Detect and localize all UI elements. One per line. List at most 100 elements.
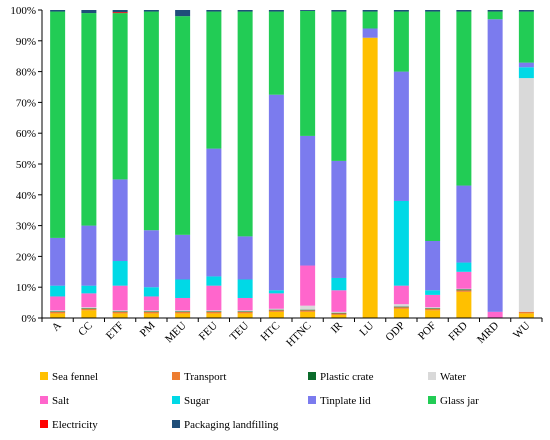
y-tick-label: 0% <box>21 313 36 325</box>
bar-segment-cc-0 <box>81 310 97 318</box>
bar-segment-a-3 <box>50 310 66 312</box>
x-tick-label: MRD <box>475 320 501 346</box>
bar-segment-cc-6 <box>81 225 97 286</box>
legend-swatch <box>428 396 436 404</box>
bar-segment-etf-4 <box>112 285 128 311</box>
bar-segment-pm-1 <box>143 311 159 314</box>
bar-segment-odp-9 <box>393 10 409 12</box>
bar-segment-pof-7 <box>425 11 441 242</box>
bar-segment-pof-9 <box>425 10 441 12</box>
bar-segment-odp-4 <box>393 285 409 305</box>
bar-segment-feu-7 <box>206 11 222 149</box>
bar-segment-meu-7 <box>175 16 191 235</box>
bar-segment-htc-3 <box>268 308 284 310</box>
bar-segment-feu-3 <box>206 310 222 312</box>
legend-swatch <box>308 396 316 404</box>
x-tick-label: HTNC <box>284 320 314 350</box>
legend-label: Transport <box>184 371 226 383</box>
bar-segment-ir-4 <box>331 290 347 312</box>
bar-segment-pm-3 <box>143 310 159 312</box>
bar-segment-frd-4 <box>456 271 472 289</box>
bar-segment-teu-6 <box>237 236 253 280</box>
bar-segment-feu-9 <box>206 10 222 12</box>
bar-segment-meu-3 <box>175 310 191 312</box>
bar-segment-frd-5 <box>456 262 472 272</box>
legend-label: Plastic crate <box>320 371 374 383</box>
bar-segment-meu-1 <box>175 311 191 314</box>
legend-label: Packaging landfilling <box>184 419 279 431</box>
bar-segment-odp-0 <box>393 308 409 318</box>
x-tick-label: LU <box>357 320 376 339</box>
bar-segment-frd-0 <box>456 291 472 318</box>
bar-segment-frd-9 <box>456 10 472 12</box>
y-tick-label: 20% <box>16 251 36 263</box>
legend-swatch <box>172 372 180 380</box>
bar-segment-pm-5 <box>143 287 159 297</box>
bar-segment-cc-4 <box>81 293 97 308</box>
bar-segment-pof-0 <box>425 310 441 318</box>
y-tick-label: 40% <box>16 190 36 202</box>
x-tick-label: A <box>50 320 64 334</box>
y-tick-label: 30% <box>16 221 36 233</box>
bar-segment-feu-4 <box>206 285 222 311</box>
bar-segment-pof-3 <box>425 307 441 309</box>
bar-segment-odp-6 <box>393 71 409 201</box>
bar-segment-wu-6 <box>518 62 534 68</box>
bar-segment-odp-7 <box>393 11 409 72</box>
bar-segment-meu-0 <box>175 313 191 318</box>
legend-swatch <box>40 372 48 380</box>
x-tick-label: PM <box>138 319 158 339</box>
bar-segment-htc-4 <box>268 293 284 309</box>
x-tick-label: WU <box>511 320 532 341</box>
bar-segment-a-5 <box>50 285 66 297</box>
bar-segment-htc-6 <box>268 94 284 291</box>
legend-label: Sugar <box>184 395 210 407</box>
bar-segment-etf-7 <box>112 13 128 180</box>
bar-segment-meu-9 <box>175 10 191 17</box>
bar-segment-ir-2 <box>331 312 347 314</box>
x-tick-label: POF <box>416 320 439 343</box>
bar-segment-pm-6 <box>143 230 159 288</box>
legend-swatch <box>40 420 48 428</box>
legend-label: Glass jar <box>440 395 479 407</box>
bar-segment-feu-5 <box>206 276 222 286</box>
bar-segment-ir-0 <box>331 314 347 318</box>
x-tick-label: HTC <box>258 320 282 344</box>
bar-segment-feu-6 <box>206 148 222 277</box>
x-tick-label: TEU <box>228 320 252 344</box>
bar-segment-ir-6 <box>331 160 347 278</box>
bar-segment-etf-9 <box>112 10 128 13</box>
bar-segment-feu-2 <box>206 311 222 312</box>
bar-segment-meu-2 <box>175 311 191 312</box>
bar-segment-a-2 <box>50 311 66 312</box>
bar-segment-wu-7 <box>518 11 534 63</box>
legend: Sea fennel Transport Plastic crate Water Sal… <box>40 371 479 431</box>
bar-segment-htnc-9 <box>300 10 316 11</box>
bar-segment-htc-5 <box>268 290 284 294</box>
legend-label: Electricity <box>52 419 98 431</box>
bar-segment-htnc-0 <box>300 311 316 318</box>
bar-segment-a-7 <box>50 11 66 238</box>
bar-segment-pm-0 <box>143 313 159 318</box>
bar-segment-wu-0 <box>518 313 534 318</box>
bar-segment-a-6 <box>50 237 66 286</box>
bar-segment-htnc-2 <box>300 309 316 311</box>
bar-segment-cc-5 <box>81 285 97 294</box>
bar-segment-ir-5 <box>331 277 347 291</box>
y-tick-label: 90% <box>16 36 36 48</box>
legend-label: Salt <box>52 395 69 407</box>
bar-segment-htc-7 <box>268 11 284 95</box>
bar-segment-htnc-3 <box>300 305 316 310</box>
bar-segment-htnc-4 <box>300 265 316 306</box>
bar-segment-cc-7 <box>81 13 97 226</box>
bar-segment-etf-8 <box>112 12 128 14</box>
y-tick-label: 60% <box>16 128 36 140</box>
bar-segment-htc-9 <box>268 10 284 12</box>
bar-segment-lu-9 <box>362 10 378 12</box>
bar-segment-lu-7 <box>362 11 378 29</box>
bar-segment-mrd-4 <box>487 311 503 318</box>
legend-label: Water <box>440 371 466 383</box>
bar-segment-cc-3 <box>81 307 97 309</box>
bar-segment-teu-9 <box>237 10 253 12</box>
bar-segment-etf-5 <box>112 261 128 286</box>
